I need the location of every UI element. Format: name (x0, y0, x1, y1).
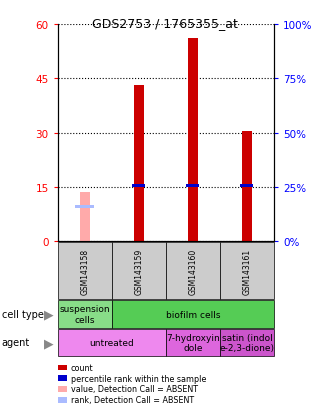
Bar (242, 131, 252, 242)
Text: percentile rank within the sample: percentile rank within the sample (71, 374, 206, 383)
Text: suspension
cells: suspension cells (59, 305, 110, 324)
Bar (186, 185, 199, 188)
Text: agent: agent (2, 337, 30, 348)
Text: GSM143160: GSM143160 (188, 248, 197, 294)
Text: GSM143161: GSM143161 (242, 248, 251, 294)
Text: GSM143158: GSM143158 (80, 248, 89, 294)
Bar (80, 193, 90, 242)
Text: GDS2753 / 1765355_at: GDS2753 / 1765355_at (92, 17, 238, 30)
Text: rank, Detection Call = ABSENT: rank, Detection Call = ABSENT (71, 395, 194, 404)
Text: count: count (71, 363, 94, 372)
Bar (188, 39, 198, 242)
Text: ▶: ▶ (44, 308, 53, 321)
Text: untreated: untreated (89, 338, 134, 347)
Text: 7-hydroxyin
dole: 7-hydroxyin dole (166, 333, 220, 352)
Bar (134, 86, 144, 242)
Text: satin (indol
e-2,3-dione): satin (indol e-2,3-dione) (219, 333, 274, 352)
Bar (132, 185, 145, 188)
Text: ▶: ▶ (44, 336, 53, 349)
Text: value, Detection Call = ABSENT: value, Detection Call = ABSENT (71, 385, 198, 394)
Text: biofilm cells: biofilm cells (166, 310, 220, 319)
Text: cell type: cell type (2, 309, 44, 319)
Bar (240, 185, 253, 188)
Text: GSM143159: GSM143159 (134, 248, 143, 294)
Bar (75, 206, 94, 209)
